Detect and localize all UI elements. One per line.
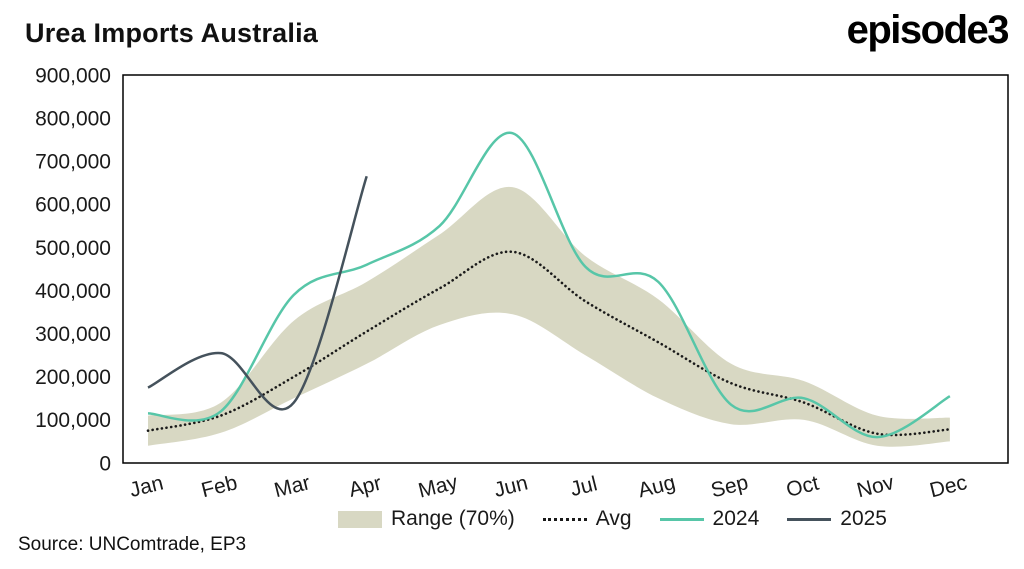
- range-band-area: [148, 186, 950, 447]
- line-2025-swatch: [787, 517, 832, 521]
- y-tick-label: 500,000: [35, 237, 111, 260]
- x-tick-label: Mar: [272, 471, 313, 502]
- chart-legend: Range (70%) Avg 2024 2025: [338, 507, 887, 531]
- legend-item-avg: Avg: [542, 507, 632, 531]
- series-line-avg: [146, 250, 952, 437]
- y-tick-label: 0: [99, 452, 111, 475]
- x-tick-label: Jan: [127, 471, 165, 502]
- episode3-logo: episode3: [846, 8, 1010, 52]
- x-tick-label: Jul: [568, 472, 600, 501]
- legend-item-range: Range (70%): [338, 507, 515, 531]
- legend-label-range: Range (70%): [391, 507, 515, 530]
- range-band-swatch: [338, 510, 382, 528]
- chart-title: Urea Imports Australia: [25, 18, 318, 48]
- x-tick-label: Feb: [199, 471, 240, 502]
- line-2024-swatch: [659, 517, 704, 521]
- y-tick-label: 200,000: [35, 366, 111, 389]
- x-tick-label: Sep: [709, 471, 751, 502]
- y-tick-label: 300,000: [35, 323, 111, 346]
- legend-label-avg: Avg: [595, 507, 632, 530]
- series-line-2025: [147, 175, 368, 411]
- series-line-2024: [147, 131, 951, 439]
- x-tick-label: Aug: [636, 471, 678, 502]
- y-tick-label: 900,000: [35, 64, 111, 87]
- x-tick-label: Dec: [927, 471, 969, 502]
- y-tick-label: 700,000: [35, 151, 111, 174]
- y-tick-label: 100,000: [35, 409, 111, 432]
- y-tick-label: 400,000: [35, 280, 111, 303]
- plot-border: [122, 74, 1009, 464]
- y-tick-label: 600,000: [35, 194, 111, 217]
- source-note: Source: UNComtrade, EP3: [18, 534, 247, 555]
- avg-line-swatch: [542, 517, 587, 521]
- x-tick-label: Jun: [492, 471, 530, 502]
- x-tick-label: Oct: [784, 472, 821, 502]
- y-tick-label: 800,000: [35, 107, 111, 130]
- legend-label-2025: 2025: [840, 507, 887, 530]
- legend-label-2024: 2024: [712, 507, 760, 530]
- x-tick-label: Nov: [855, 471, 897, 502]
- legend-item-2024: 2024: [659, 507, 760, 531]
- x-tick-label: Apr: [346, 472, 383, 502]
- x-tick-label: May: [416, 471, 461, 503]
- legend-item-2025: 2025: [787, 507, 887, 531]
